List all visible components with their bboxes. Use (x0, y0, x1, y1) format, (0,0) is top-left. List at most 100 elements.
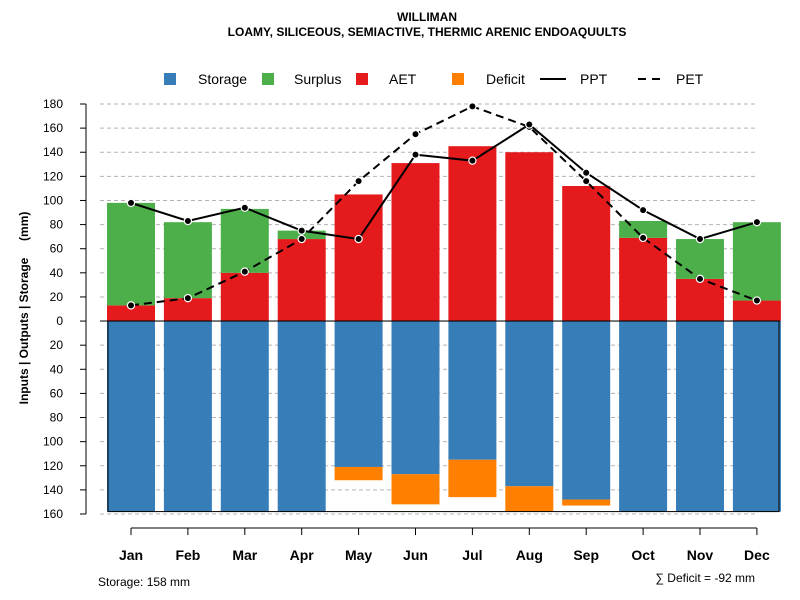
storage-bar (732, 321, 781, 512)
pet-point (297, 234, 306, 244)
y-tick-label: 60 (50, 242, 64, 256)
pet-line (130, 105, 758, 307)
ppt-point (468, 156, 477, 165)
lines (126, 102, 762, 310)
deficit-bar (505, 486, 554, 512)
x-tick-label: Nov (687, 547, 714, 563)
storage-bar (334, 321, 383, 467)
pet-point (354, 176, 363, 186)
aet-bar (277, 239, 326, 322)
chart-subtitle: LOAMY, SILICEOUS, SEMIACTIVE, THERMIC AR… (228, 25, 627, 39)
aet-bar (562, 186, 611, 322)
y-tick-label: 80 (50, 411, 64, 425)
aet-bar (732, 300, 781, 322)
pet-point (411, 129, 420, 139)
ppt-point (354, 234, 363, 244)
x-tick-label: Sep (573, 547, 599, 563)
pet-point (183, 293, 193, 303)
ppt-point (411, 150, 420, 159)
x-tick-label: Apr (290, 547, 315, 563)
storage-frame (107, 320, 780, 513)
ppt-point (752, 217, 762, 227)
legend-swatch-storage (164, 73, 176, 85)
ppt-point (695, 234, 705, 244)
storage-bar (676, 321, 724, 512)
ppt-point (183, 216, 193, 226)
bars (100, 146, 781, 513)
y-tick-label: 120 (43, 169, 63, 183)
legend-label-storage: Storage (198, 71, 247, 87)
storage-bar (619, 321, 668, 512)
storage-bar (107, 321, 155, 512)
storage-bar (505, 321, 554, 487)
storage-bar (277, 321, 326, 512)
y-tick-label: 40 (50, 362, 64, 376)
storage-bar (562, 321, 611, 500)
deficit-bar (391, 474, 440, 505)
deficit-bar (562, 499, 611, 506)
pet-point (752, 296, 762, 305)
deficit-note: ∑ Deficit = -92 mm (655, 571, 755, 585)
surplus-bar (676, 239, 724, 279)
ppt-line (130, 123, 758, 241)
y-axis-label: Inputs | Outputs | Storage (mm) (17, 212, 31, 405)
storage-bar (220, 321, 269, 512)
chart-title: WILLIMAN (397, 10, 457, 24)
legend-swatch-aet (356, 73, 368, 85)
aet-bar (220, 272, 269, 322)
x-tick-label: Oct (631, 547, 655, 563)
pet-point (126, 301, 136, 310)
legend-swatch-surplus (262, 73, 274, 85)
pet-point (240, 267, 249, 276)
storage-bar (448, 321, 497, 460)
y-tick-label: 20 (50, 338, 64, 352)
ppt-point (582, 168, 591, 177)
aet-bar (676, 278, 724, 322)
y-tick-label: 100 (43, 193, 63, 207)
legend-label-ppt: PPT (580, 71, 608, 87)
ppt-point (525, 120, 534, 129)
deficit-bar (334, 466, 383, 481)
pet-point (695, 274, 705, 284)
surplus-bar (220, 208, 269, 273)
y-tick-label: 160 (43, 507, 63, 521)
y-tick-label: 0 (56, 314, 63, 328)
aet-bar (448, 146, 497, 322)
legend: Storage Surplus AET Deficit PPT PET (164, 71, 704, 87)
y-tick-label: 60 (50, 386, 64, 400)
y-tick-label: 80 (50, 218, 64, 232)
y-tick-label: 140 (43, 483, 63, 497)
x-tick-label: Jul (462, 547, 482, 563)
pet-point (638, 233, 648, 243)
storage-bar (163, 321, 212, 512)
deficit-bar (448, 459, 497, 498)
aet-bar (505, 152, 554, 322)
y-axis: 180 160 140 120 100 80 60 40 20 0 20 40 60 80 100 120 14… (43, 97, 87, 521)
aet-bar (107, 305, 155, 322)
aet-bar (391, 163, 440, 322)
legend-label-pet: PET (676, 71, 704, 87)
pet-point (582, 176, 591, 186)
ppt-point (638, 205, 648, 215)
x-tick-label: Feb (175, 547, 200, 563)
x-axis: Jan Feb Mar Apr May Jun Jul Aug Sep Oct Nov Dec (119, 527, 770, 563)
aet-bar (619, 237, 668, 322)
legend-label-surplus: Surplus (294, 71, 341, 87)
ppt-point (297, 226, 306, 235)
legend-swatch-deficit (452, 73, 464, 85)
y-tick-label: 120 (43, 459, 63, 473)
ppt-point (126, 198, 136, 208)
x-tick-label: Jan (119, 547, 143, 563)
surplus-bar (107, 202, 155, 306)
legend-label-aet: AET (389, 71, 417, 87)
x-tick-label: Aug (516, 547, 543, 563)
y-tick-label: 40 (50, 266, 64, 280)
surplus-bar (163, 222, 212, 299)
y-tick-label: 20 (50, 290, 64, 304)
legend-label-deficit: Deficit (486, 71, 525, 87)
x-tick-label: May (345, 547, 372, 563)
ppt-point (240, 203, 249, 212)
storage-note: Storage: 158 mm (98, 575, 190, 589)
storage-bar (391, 321, 440, 475)
